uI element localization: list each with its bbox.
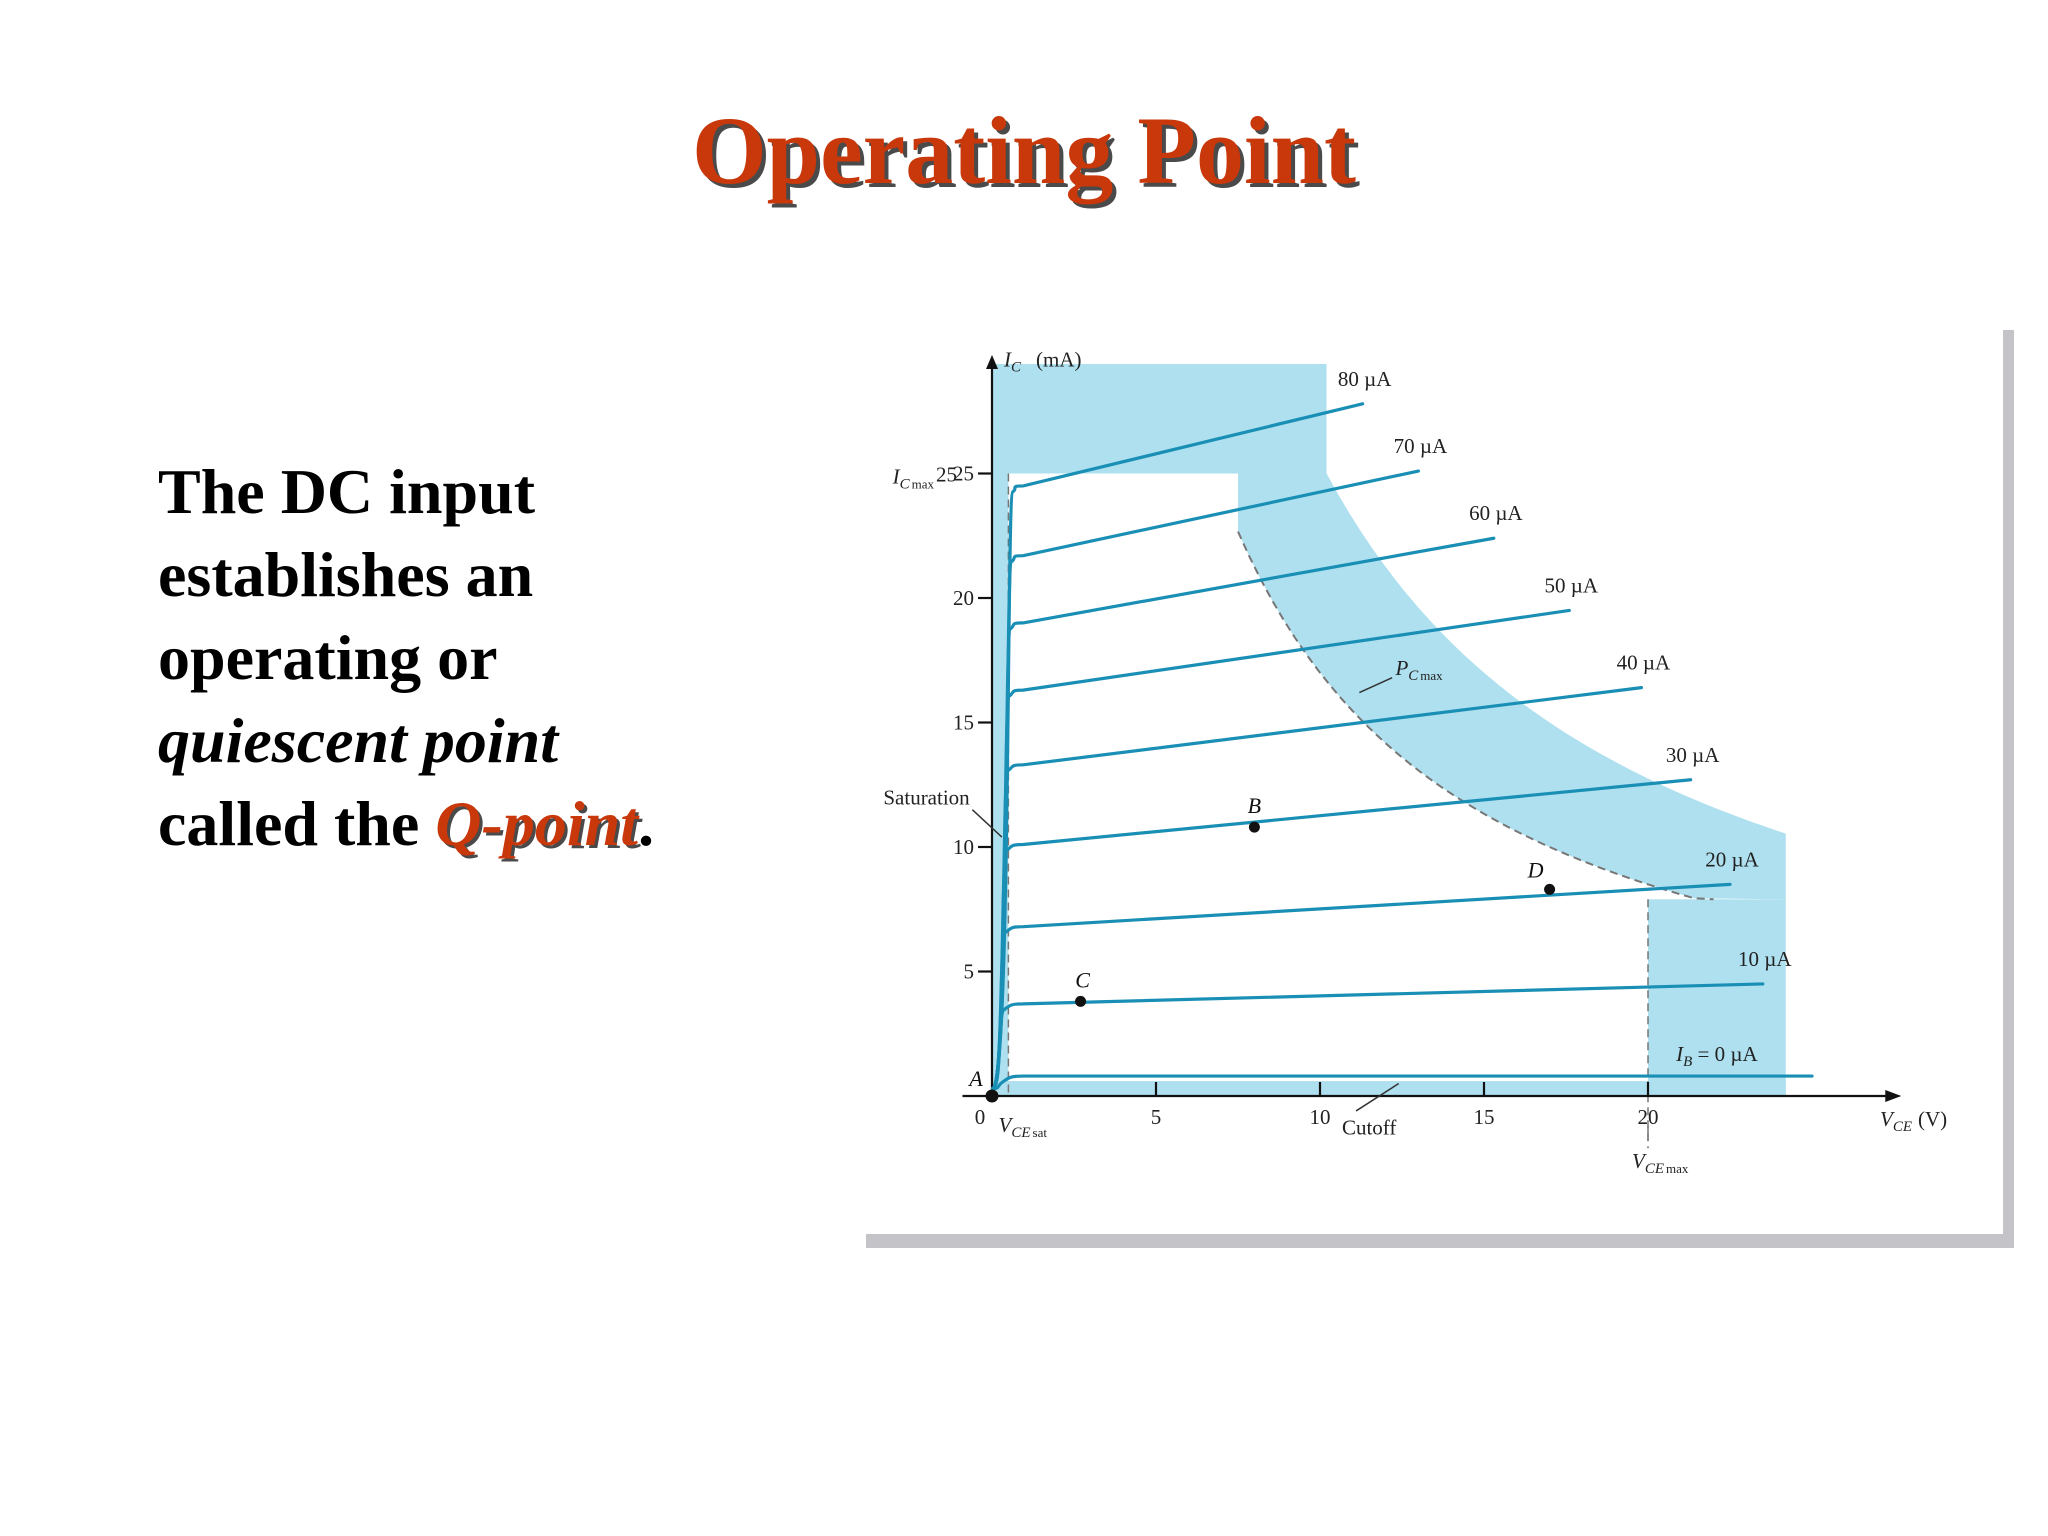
cutoff-leader	[1355, 1082, 1400, 1112]
ib-curve-label-4: 40 µA	[1617, 651, 1671, 675]
vce-sat-label: VCE sat	[999, 1113, 1048, 1141]
y-tick-label-5: 5	[964, 960, 975, 984]
point-label-b: B	[1248, 793, 1261, 818]
body-line-2: establishes an	[158, 539, 534, 610]
y-axis-arrow	[986, 354, 998, 369]
x-axis-unit: (V)	[1918, 1107, 1947, 1131]
characteristics-chart: 0 5 10 15 20 5 10 15 20 25 IC (mA) VCE (V) 80 µA 70 µA 6…	[883, 347, 1947, 1177]
body-last-suffix: .	[637, 788, 654, 859]
pc-max-boundary	[1237, 531, 1714, 901]
body-line-last: called the Q-point.	[158, 782, 798, 865]
x-tick-label-10: 10	[1310, 1105, 1331, 1129]
point-b	[1248, 821, 1260, 833]
vce-max-label: VCE max	[1632, 1149, 1689, 1177]
y-axis-label: IC	[1003, 347, 1022, 375]
y-tick-label-15: 15	[953, 711, 974, 735]
point-label-d: D	[1527, 857, 1544, 882]
x-axis-label: VCE	[1880, 1107, 1912, 1135]
ib-curve-label-6: 20 µA	[1705, 847, 1759, 871]
ic-max-label: IC max	[892, 465, 935, 493]
pc-max-leader	[1359, 676, 1393, 694]
slide-title: Operating Point	[692, 97, 1356, 204]
pc-max-region	[1238, 363, 1786, 900]
ic-max-value: 25	[936, 463, 957, 487]
body-line-1: The DC input	[158, 456, 535, 527]
ib-curve-8	[991, 1074, 1814, 1091]
body-last-prefix: called the	[158, 788, 436, 859]
saturation-leader	[971, 809, 1003, 838]
ib-curve-label-8: IB = 0 µA	[1675, 1042, 1758, 1070]
cutoff-label: Cutoff	[1342, 1116, 1396, 1140]
saturation-label: Saturation	[883, 786, 970, 810]
ib-curve-label-0: 80 µA	[1338, 367, 1392, 391]
y-tick-label-20: 20	[953, 586, 974, 610]
ib-curve-label-2: 60 µA	[1469, 501, 1523, 525]
x-tick-label-20: 20	[1638, 1105, 1659, 1129]
y-tick-label-25: 25	[953, 462, 974, 486]
point-label-c: C	[1075, 967, 1090, 992]
pc-max-label: PC max	[1394, 656, 1443, 684]
x-axis-arrow	[1885, 1090, 1902, 1102]
ib-curve-label-1: 70 µA	[1394, 434, 1448, 458]
point-label-a: A	[967, 1066, 983, 1091]
point-d	[1544, 883, 1556, 895]
cutoff-region	[992, 1081, 1786, 1096]
y-axis-unit: (mA)	[1036, 347, 1082, 371]
x-tick-label-0: 0	[975, 1105, 986, 1129]
body-line-3: operating or	[158, 622, 498, 693]
ib-curve-label-3: 50 µA	[1545, 573, 1599, 597]
ib-curve-label-5: 30 µA	[1666, 743, 1720, 767]
point-c	[1075, 995, 1087, 1007]
ib-curve-label-7: 10 µA	[1738, 947, 1792, 971]
vce-max-region	[1648, 899, 1786, 1096]
x-tick-label-15: 15	[1474, 1105, 1495, 1129]
transistor-characteristics-figure: 0 5 10 15 20 5 10 15 20 25 IC (mA) VCE (V) 80 µA 70 µA 6…	[855, 322, 2003, 1234]
body-line-italic: quiescent point	[158, 705, 559, 776]
q-point-term: Q-point	[435, 788, 638, 859]
ib-curve-7	[991, 982, 1765, 1091]
body-text: The DC input establishes an operating or…	[158, 450, 798, 865]
x-tick-label-5: 5	[1151, 1105, 1162, 1129]
point-a	[985, 1089, 999, 1103]
y-tick-label-10: 10	[953, 835, 974, 859]
